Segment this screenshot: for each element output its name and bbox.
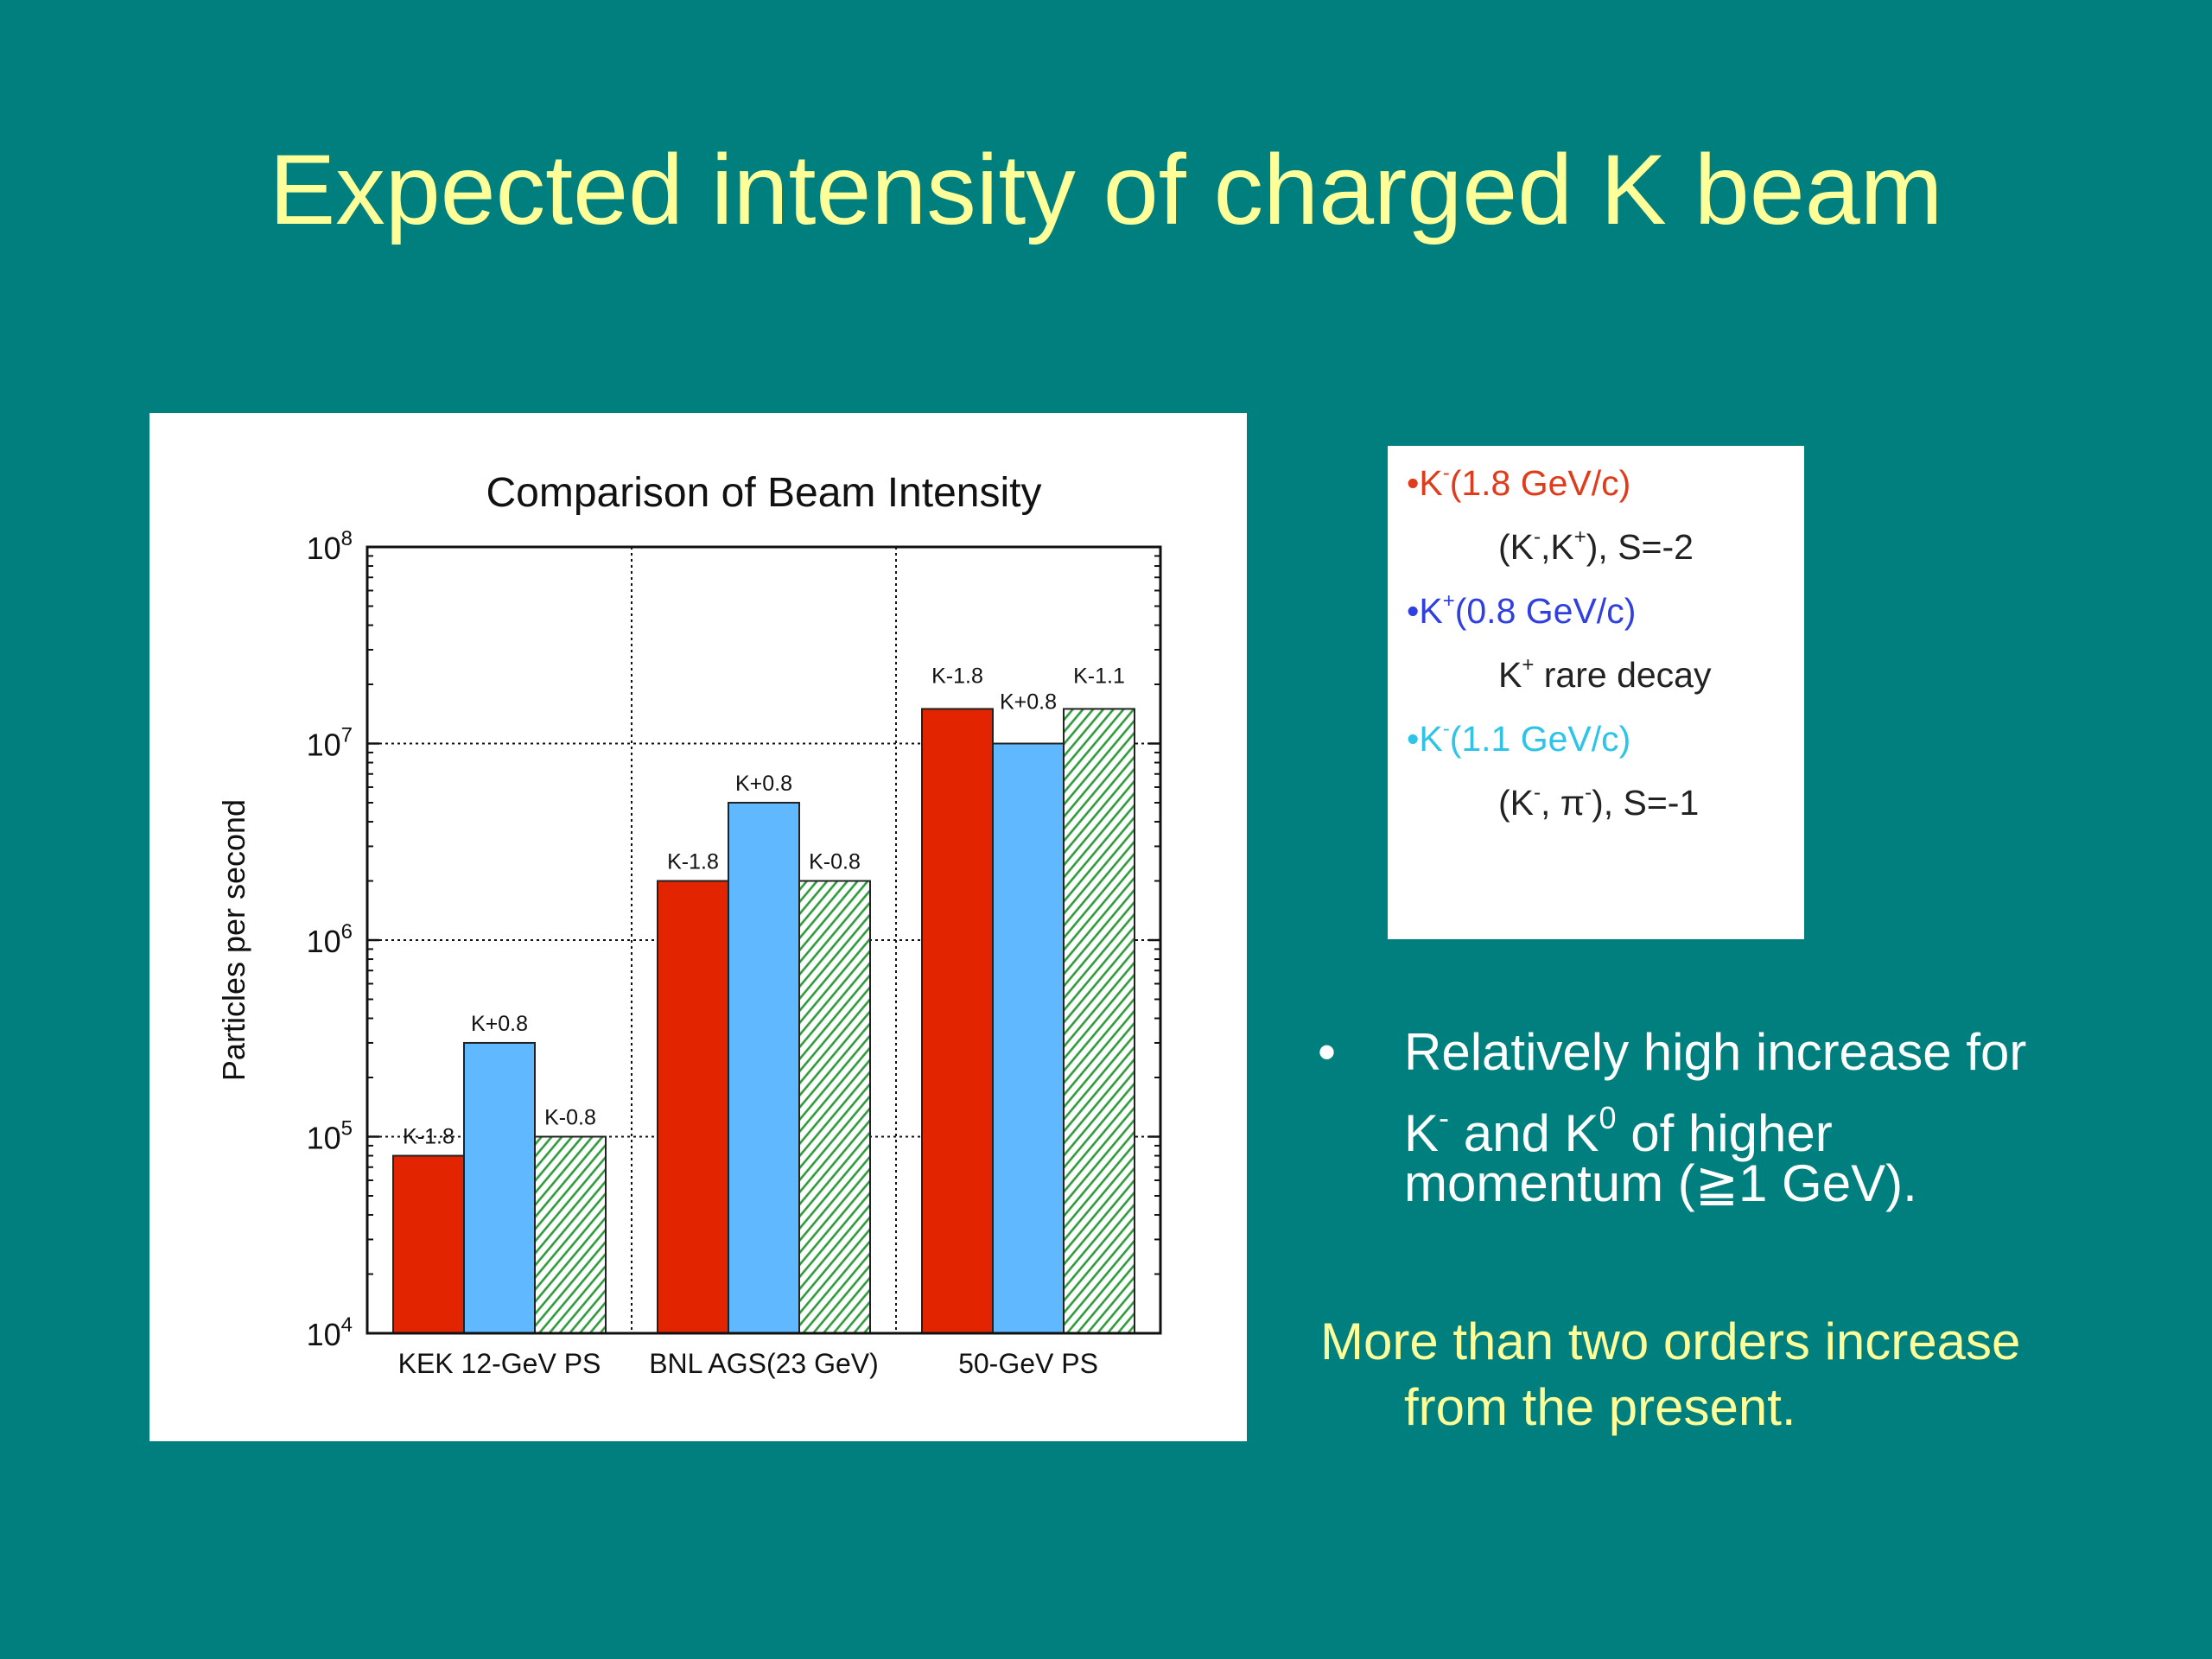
bullet-line-1: Relatively high increase for	[1404, 1023, 2027, 1081]
bar-label: K-0.8	[809, 850, 861, 874]
legend-box: •K-(1.8 GeV/c) (K-,K+), S=-2 •K+(0.8 GeV/c…	[1388, 446, 1804, 939]
x-category-label: BNL AGS(23 GeV)	[649, 1348, 879, 1379]
y-tick-label: 105	[307, 1117, 353, 1156]
bar	[463, 1041, 536, 1334]
bar-label: K+0.8	[471, 1012, 528, 1036]
bullet-higher: of higher	[1616, 1104, 1833, 1162]
bar-label: K-1.8	[667, 850, 719, 874]
x-category-label: KEK 12-GeV PS	[398, 1348, 601, 1379]
note-line-2: from the present.	[1404, 1378, 1796, 1436]
bullet-k-sup: -	[1439, 1100, 1450, 1135]
bar-chart: Comparison of Beam Intensity Particles pe…	[216, 470, 1162, 1379]
bar-label: K-1.1	[1073, 664, 1125, 688]
bar	[992, 742, 1065, 1334]
bar-label: K-1.8	[403, 1125, 454, 1149]
bar	[534, 1135, 607, 1334]
bar-label: K-0.8	[544, 1106, 596, 1130]
bar-label: K+0.8	[1000, 690, 1057, 715]
bar	[1063, 708, 1135, 1335]
bar	[657, 880, 729, 1334]
bullet-line-2: K- and K0 of higher	[1404, 1085, 1833, 1166]
bar	[798, 880, 871, 1334]
bullet-dot: •	[1318, 1023, 1337, 1081]
plot-frame	[365, 545, 1162, 1335]
bar	[392, 1154, 465, 1335]
y-tick-label: 108	[307, 527, 353, 566]
y-tick-label: 106	[307, 920, 353, 959]
note-line-1: More than two orders increase	[1320, 1313, 2021, 1370]
y-axis-label: Particles per second	[216, 799, 251, 1081]
bar-label: K+0.8	[735, 772, 792, 796]
legend-item-description: (K-,K+), S=-2	[1498, 525, 1694, 567]
bullet-k: K	[1404, 1104, 1440, 1162]
legend-item-heading: •K-(1.1 GeV/c)	[1407, 717, 1631, 759]
bar	[728, 801, 800, 1334]
bar-chart-panel: Comparison of Beam Intensity Particles pe…	[149, 413, 1247, 1441]
legend-item-description: K+ rare decay	[1498, 653, 1712, 695]
legend-item-heading: •K-(1.8 GeV/c)	[1407, 461, 1631, 503]
y-tick-label: 107	[307, 724, 353, 763]
bullet-line-3: momentum (≧1 GeV).	[1404, 1154, 1917, 1212]
chart-title: Comparison of Beam Intensity	[486, 470, 1042, 516]
legend-item-heading: •K+(0.8 GeV/c)	[1407, 589, 1637, 631]
slide-title: Expected intensity of charged K beam	[269, 135, 1943, 245]
x-category-label: 50-GeV PS	[958, 1348, 1098, 1379]
y-tick-label: 104	[307, 1313, 353, 1352]
bar-label: K-1.8	[931, 664, 983, 688]
bullet-and-k: and K	[1449, 1104, 1599, 1162]
bullet-k0-sup: 0	[1599, 1100, 1617, 1135]
bar	[921, 708, 994, 1335]
legend-item-description: (K-, π-), S=-1	[1498, 781, 1700, 823]
